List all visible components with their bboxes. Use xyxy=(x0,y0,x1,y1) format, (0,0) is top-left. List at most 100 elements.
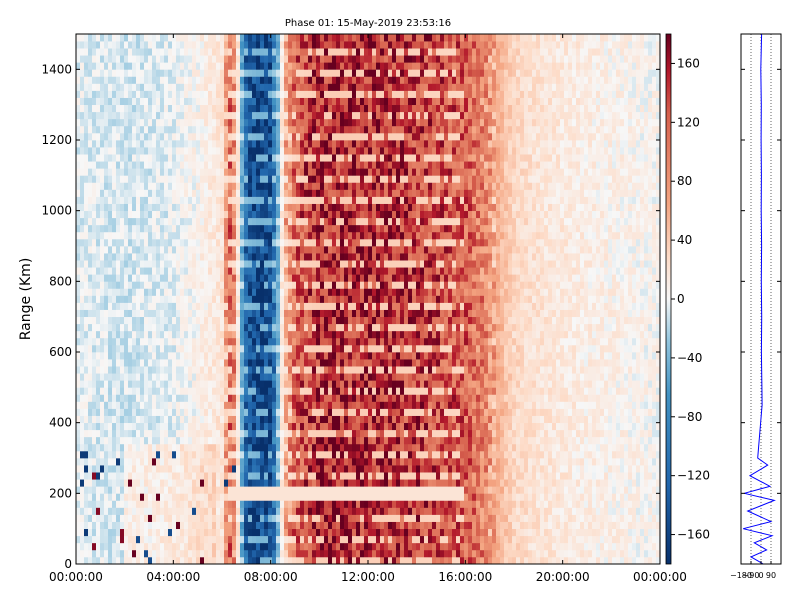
heatmap-cell xyxy=(248,147,253,155)
heatmap-cell xyxy=(204,422,209,431)
heatmap-cell xyxy=(200,507,205,515)
heatmap-cell xyxy=(212,436,217,445)
heatmap-cell xyxy=(152,373,157,381)
heatmap-cell xyxy=(248,359,253,367)
heatmap-cell xyxy=(108,48,113,56)
heatmap-cell xyxy=(336,472,341,480)
heatmap-cell xyxy=(208,168,213,176)
heatmap-cell xyxy=(80,34,85,42)
heatmap-cell xyxy=(112,344,117,353)
heatmap-cell xyxy=(284,535,289,544)
heatmap-cell xyxy=(208,295,213,303)
heatmap-cell xyxy=(292,330,297,339)
heatmap-cell xyxy=(176,302,181,310)
heatmap-cell xyxy=(228,316,233,325)
heatmap-cell xyxy=(116,443,121,452)
heatmap-cell xyxy=(120,62,125,70)
heatmap-cell xyxy=(176,366,181,374)
heatmap-cell xyxy=(76,521,81,530)
heatmap-cell xyxy=(136,450,141,459)
heatmap-cell xyxy=(136,352,141,360)
heatmap-cell xyxy=(308,217,313,226)
heatmap-cell xyxy=(204,182,209,190)
heatmap-cell xyxy=(112,41,117,49)
heatmap-cell xyxy=(256,238,261,247)
heatmap-cell xyxy=(256,203,261,212)
heatmap-cell xyxy=(88,41,93,49)
heatmap-cell xyxy=(180,260,185,268)
heatmap-cell xyxy=(212,288,217,296)
heatmap-cell xyxy=(304,323,309,332)
heatmap-cell xyxy=(156,224,161,233)
heatmap-cell xyxy=(80,69,85,77)
heatmap-cell xyxy=(96,48,101,56)
heatmap-cell xyxy=(284,90,289,98)
heatmap-cell xyxy=(224,472,229,480)
heatmap-cell xyxy=(176,83,181,91)
heatmap-cell xyxy=(272,330,277,339)
heatmap-cell xyxy=(180,387,185,395)
heatmap-cell xyxy=(96,175,101,183)
heatmap-cell xyxy=(308,288,313,296)
heatmap-cell xyxy=(316,302,321,310)
heatmap-cell xyxy=(76,175,81,183)
heatmap-cell xyxy=(248,231,253,240)
heatmap-cell xyxy=(168,422,173,431)
heatmap-cell xyxy=(104,316,109,325)
heatmap-cell xyxy=(196,408,201,416)
heatmap-cell xyxy=(260,472,265,480)
heatmap-cell xyxy=(112,486,117,494)
heatmap-cell xyxy=(108,34,113,42)
heatmap-cell xyxy=(264,472,269,480)
heatmap-cell xyxy=(176,465,181,473)
heatmap-cell xyxy=(284,189,289,197)
heatmap-cell xyxy=(104,415,109,424)
heatmap-cell xyxy=(312,344,317,353)
heatmap-cell xyxy=(196,246,201,254)
heatmap-cell xyxy=(140,154,145,162)
heatmap-cell xyxy=(112,359,117,367)
heatmap-cell xyxy=(208,528,213,537)
heatmap-cell xyxy=(312,330,317,339)
heatmap-cell xyxy=(264,97,269,106)
heatmap-cell xyxy=(136,394,141,402)
heatmap-cell xyxy=(304,316,309,325)
heatmap-cell xyxy=(304,125,309,134)
heatmap-cell xyxy=(168,62,173,70)
heatmap-cell xyxy=(276,288,281,296)
heatmap-cell xyxy=(136,479,141,487)
heatmap-cell xyxy=(324,528,329,537)
heatmap-cell xyxy=(144,458,149,466)
heatmap-cell xyxy=(92,429,97,438)
heatmap-cell xyxy=(88,450,93,459)
heatmap-cell xyxy=(332,196,337,204)
heatmap-cell xyxy=(276,48,281,56)
heatmap-cell xyxy=(92,436,97,445)
heatmap-cell xyxy=(336,168,341,176)
heatmap-cell xyxy=(148,486,153,494)
heatmap-cell xyxy=(236,288,241,296)
heatmap-cell xyxy=(316,380,321,388)
heatmap-cell xyxy=(300,182,305,190)
heatmap-cell xyxy=(192,76,197,84)
heatmap-cell xyxy=(272,34,277,42)
heatmap-cell xyxy=(312,507,317,515)
heatmap-cell xyxy=(100,41,105,49)
heatmap-cell xyxy=(220,118,225,127)
heatmap-cell xyxy=(236,90,241,98)
heatmap-cell xyxy=(236,422,241,431)
heatmap-cell xyxy=(220,111,225,120)
heatmap-cell xyxy=(220,224,225,233)
heatmap-cell xyxy=(88,352,93,360)
heatmap-cell xyxy=(312,90,317,98)
heatmap-cell xyxy=(212,260,217,268)
heatmap-cell xyxy=(272,203,277,212)
heatmap-cell xyxy=(120,429,125,438)
heatmap-cell xyxy=(96,168,101,176)
heatmap-cell xyxy=(100,55,105,63)
heatmap-cell xyxy=(276,493,281,501)
heatmap-cell xyxy=(132,281,137,289)
heatmap-cell xyxy=(328,450,333,459)
heatmap-cell xyxy=(224,97,229,106)
heatmap-cell xyxy=(208,514,213,522)
